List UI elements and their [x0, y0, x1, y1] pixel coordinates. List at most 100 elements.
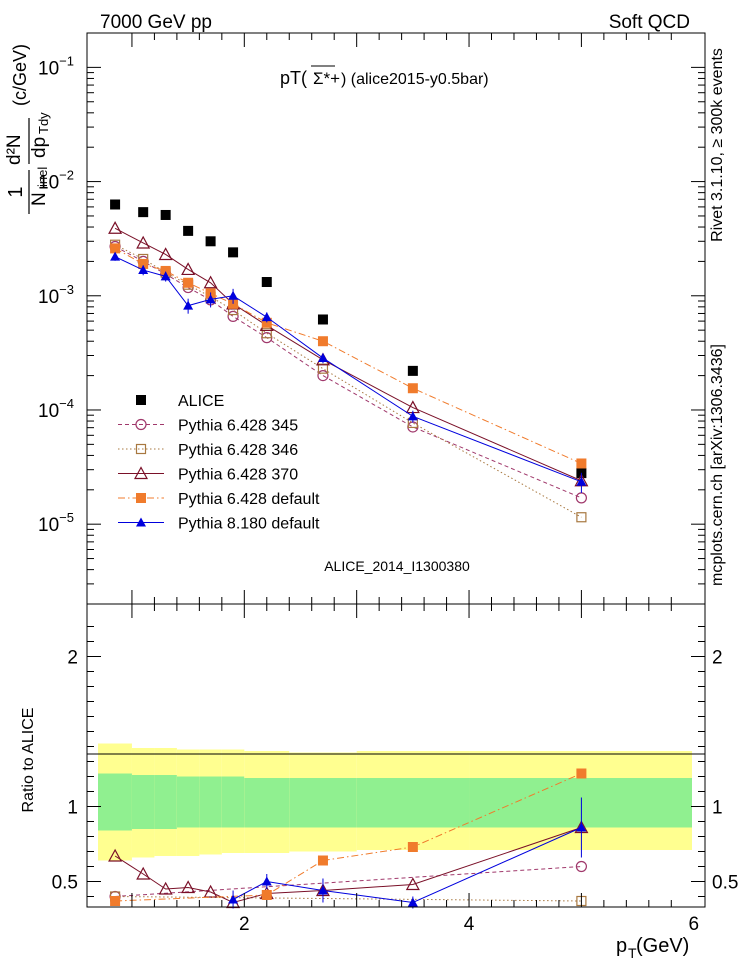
legend-marker [135, 418, 147, 431]
data-point [228, 247, 239, 258]
ratio-frame [86, 603, 706, 908]
data-point [407, 365, 418, 376]
xlabel-sub: T [628, 945, 637, 961]
ylabel-d2n: d²N [4, 134, 25, 165]
data-point [261, 277, 272, 288]
series-line [114, 247, 582, 464]
y-tick-exponent: −1 [59, 53, 74, 68]
ratio-point [317, 855, 328, 866]
ratio-series [108, 768, 589, 909]
x-tick-label: 2 [239, 914, 250, 935]
data-point [158, 247, 173, 261]
data-point [317, 370, 329, 382]
series-line [114, 256, 582, 483]
series-line [114, 227, 582, 482]
uncertainty-band-inner [356, 778, 470, 828]
data-point [576, 458, 587, 469]
ylabel-dp-sub: Tdy [36, 112, 51, 134]
ratio-point [576, 768, 587, 779]
data-point [576, 512, 587, 523]
ratio-ticks: 2 4 6 0.5 1 2 0.5 1 2 [52, 604, 738, 935]
ratio-line [115, 896, 582, 902]
ratio-point [228, 894, 239, 904]
mcplots-label: mcplots.cern.ch [arXiv:1306.3436] [709, 344, 726, 586]
ratio-point [181, 880, 196, 894]
data-point [183, 300, 194, 310]
data-point [136, 235, 151, 249]
header-left: 7000 GeV pp [100, 12, 212, 33]
x-tick-label: 6 [688, 914, 699, 935]
uncertainty-band-inner [98, 773, 132, 831]
legend-label: Pythia 6.428 default [178, 491, 320, 508]
legend-marker [136, 395, 146, 405]
legend-label: Pythia 6.428 346 [178, 442, 298, 459]
main-title-tail: ) (alice2015-y0.5bar) [341, 71, 489, 88]
legend-label: Pythia 6.428 345 [178, 418, 298, 435]
main-panel: pT( Σ*+ ) (alice2015-y0.5bar) 1 N inel d… [4, 32, 706, 605]
data-point [228, 290, 239, 300]
legend-label: ALICE [178, 393, 224, 410]
data-point [407, 411, 418, 421]
ratio-point [110, 896, 121, 906]
ratio-line [115, 866, 582, 897]
data-point [575, 492, 588, 504]
data-point [317, 353, 328, 363]
data-point [261, 328, 272, 339]
data-point [138, 265, 149, 275]
ratio-y-tick-label-left: 2 [67, 648, 78, 669]
ratio-y-tick-label-left: 1 [67, 798, 78, 819]
uncertainty-band-inner [244, 778, 290, 828]
data-point [160, 209, 171, 220]
ratio-point [576, 822, 587, 832]
ratio-ylabel: Ratio to ALICE [20, 708, 37, 813]
ratio-point [405, 877, 420, 891]
series-line [114, 244, 582, 518]
data-point [317, 363, 329, 374]
data-point [261, 312, 272, 322]
ratio-point [407, 842, 418, 852]
uncertainty-band-inner [131, 775, 155, 829]
data-point [407, 383, 418, 394]
data-point [138, 258, 149, 269]
legend: ALICE Pythia 6.428 345 Pythia 6.428 346 Pyt… [118, 393, 320, 533]
ratio-y-tick-label-right: 0.5 [712, 873, 738, 894]
ylabel-unit: (c/GeV) [10, 44, 30, 106]
y-tick-label: 10−5 [38, 510, 74, 536]
data-point [205, 236, 216, 247]
ratio-y-tick-label-left: 0.5 [52, 873, 78, 894]
ratio-point [203, 884, 218, 898]
data-point [110, 199, 121, 210]
y-tick-exponent: −3 [59, 282, 74, 297]
ratio-point [108, 848, 123, 862]
y-tick-label: 10−3 [38, 282, 74, 308]
ratio-point [158, 881, 173, 895]
y-tick-label: 10−4 [38, 396, 74, 422]
y-tick-exponent: −4 [59, 396, 74, 411]
ratio-y-tick-label-right: 2 [712, 648, 723, 669]
ratio-point [575, 860, 588, 873]
data-point [110, 251, 121, 261]
ratio-y-tick-label-right: 1 [712, 798, 723, 819]
ratio-bands [98, 743, 692, 861]
xlabel-unit: (GeV) [636, 935, 689, 957]
ratio-point [261, 890, 272, 900]
uncertainty-band-inner [221, 776, 245, 828]
analysis-watermark: ALICE_2014_I1300380 [324, 558, 470, 574]
rivet-version-label: Rivet 3.1.10, ≥ 300k events [709, 48, 726, 242]
ratio-panel: 2 4 6 0.5 1 2 0.5 1 2 Ratio to ALICE p T (GeV) [20, 603, 738, 961]
main-y-ticks: 10−510−410−310−210−1 [38, 32, 705, 605]
y-tick-exponent: −5 [59, 510, 74, 525]
data-point [261, 317, 272, 328]
x-tick-label: 4 [464, 914, 475, 935]
legend-label: Pythia 6.428 370 [178, 467, 298, 484]
uncertainty-band-inner [289, 778, 357, 828]
uncertainty-band-inner [469, 778, 692, 828]
data-point [110, 243, 121, 254]
ratio-point [317, 885, 328, 895]
y-tick-exponent: −2 [59, 168, 74, 183]
data-point [183, 225, 194, 236]
data-point [138, 207, 149, 218]
data-point [203, 275, 218, 289]
data-point [205, 294, 216, 304]
